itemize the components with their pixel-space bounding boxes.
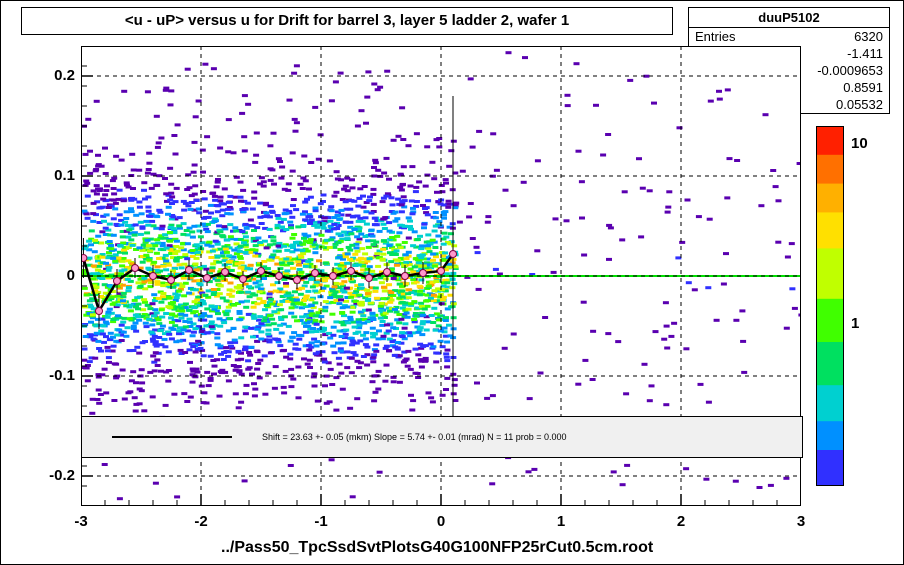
x-tick-label: 1 (541, 513, 581, 530)
plot-title: <u - uP> versus u for Drift for barrel 3… (21, 7, 673, 35)
y-tick-label: 0.2 (15, 67, 75, 84)
stats-row: Entries6320 (689, 28, 889, 45)
x-tick-label: -2 (181, 513, 221, 530)
stats-name: duuP5102 (689, 8, 889, 28)
y-tick-label: 0.1 (15, 167, 75, 184)
x-tick-label: -3 (61, 513, 101, 530)
legend-line-icon (112, 436, 232, 438)
x-tick-label: -1 (301, 513, 341, 530)
x-tick-label: 2 (661, 513, 701, 530)
footer-filename: ../Pass50_TpcSsdSvtPlotsG40G100NFP25rCut… (221, 539, 653, 557)
colorbar-tick-label: 1 (851, 315, 859, 332)
y-tick-label: -0.2 (15, 467, 75, 484)
fit-legend: Shift = 23.63 +- 0.05 (mkm) Slope = 5.74… (81, 416, 803, 458)
colorbar-tick-label: 10 (851, 135, 868, 152)
x-tick-label: 3 (781, 513, 821, 530)
y-tick-label: -0.1 (15, 367, 75, 384)
y-tick-label: 0 (15, 267, 75, 284)
legend-text: Shift = 23.63 +- 0.05 (mkm) Slope = 5.74… (262, 432, 567, 442)
colorbar (816, 126, 844, 486)
root-canvas: <u - uP> versus u for Drift for barrel 3… (0, 0, 904, 565)
x-tick-label: 0 (421, 513, 461, 530)
